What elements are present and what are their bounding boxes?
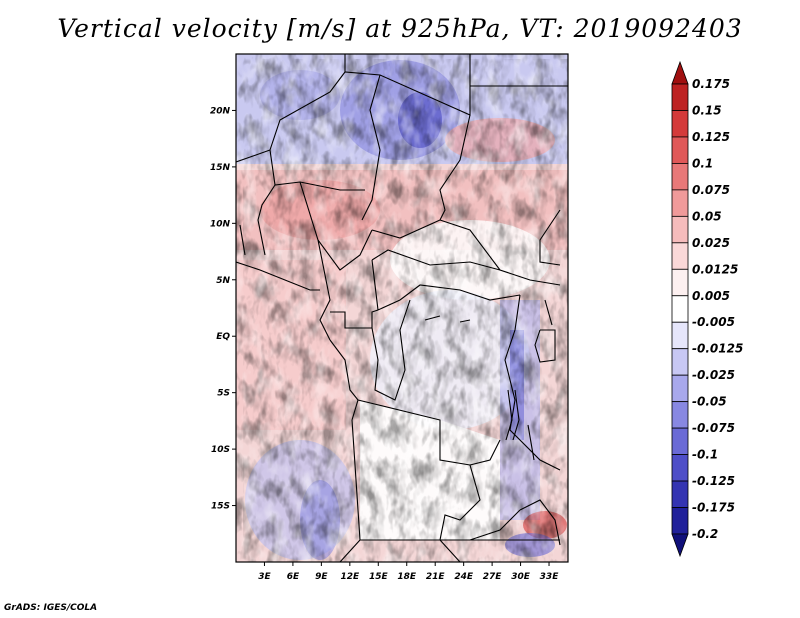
lon-tick-label: 21E	[426, 572, 446, 582]
lat-tick-label: 20N	[210, 106, 231, 116]
colorbar-label: 0.15	[692, 103, 722, 117]
colorbar-label: 0.05	[692, 209, 722, 223]
colorbar-segment	[671, 110, 689, 138]
lon-tick-label: 33E	[540, 572, 560, 582]
lon-tick-label: 15E	[369, 572, 389, 582]
lat-tick-label: 5N	[216, 276, 230, 286]
lon-tick-label: 9E	[315, 572, 328, 582]
colorbar-segment	[671, 401, 689, 429]
lon-tick-label: 30E	[511, 572, 531, 582]
colorbar-label: 0.005	[692, 289, 730, 303]
axis-ticks: 3E 6E 9E 12E 15E 18E 21E 24E 27E 30E 33E 20N 15N 10N 5…	[210, 106, 559, 582]
colorbar-segment	[671, 83, 689, 111]
colorbar-label: 0.025	[692, 236, 730, 250]
lon-tick-label: 12E	[340, 572, 360, 582]
colorbar-label: -0.125	[692, 474, 735, 488]
colorbar-label: -0.175	[692, 501, 735, 515]
colorbar-bottom-arrow	[671, 533, 689, 558]
colorbar-segment	[671, 215, 689, 244]
velocity-field	[236, 54, 568, 562]
colorbar-segment	[671, 242, 689, 270]
lat-tick-label: EQ	[216, 332, 230, 342]
lat-tick-label: 10N	[210, 219, 231, 229]
colorbar-label: -0.05	[692, 395, 727, 409]
colorbar-label: 0.1	[692, 156, 713, 170]
colorbar-label: 0.125	[692, 130, 730, 144]
colorbar-segment	[671, 189, 689, 217]
colorbar-top-arrow	[671, 60, 689, 85]
colorbar-label: -0.0125	[692, 342, 743, 356]
lat-tick-label: 10S	[211, 445, 230, 455]
colorbar-segment	[671, 268, 689, 297]
colorbar-segment	[671, 427, 689, 455]
lon-tick-label: 18E	[397, 572, 417, 582]
lon-tick-label: 3E	[258, 572, 271, 582]
colorbar-segment	[671, 321, 689, 350]
map-frame	[235, 53, 569, 563]
colorbar-label: -0.1	[692, 448, 718, 462]
lon-tick-label: 24E	[454, 572, 474, 582]
colorbar-segment	[671, 374, 689, 403]
colorbar-segment	[671, 480, 689, 508]
country-borders	[236, 54, 568, 562]
colorbar-segment	[671, 163, 689, 191]
grads-credit: GrADS: IGES/COLA	[4, 603, 98, 613]
colorbar-label: -0.075	[692, 421, 735, 435]
colorbar: 0.175 0.15 0.125 0.1 0.075 0.05 0.025 0.0125 0.0…	[671, 60, 743, 558]
lat-tick-label: 5S	[217, 389, 230, 399]
colorbar-segment	[671, 454, 689, 482]
lon-tick-label: 6E	[287, 572, 300, 582]
colorbar-label: -0.2	[692, 527, 718, 541]
map-title: Vertical velocity [m/s] at 925hPa, VT: 2…	[57, 14, 743, 43]
lat-tick-label: 15N	[210, 163, 231, 173]
colorbar-label: 0.175	[692, 77, 730, 91]
colorbar-segment	[671, 295, 689, 323]
colorbar-segment	[671, 136, 689, 164]
lon-tick-label: 27E	[483, 572, 503, 582]
colorbar-label: -0.025	[692, 368, 735, 382]
colorbar-segment	[671, 507, 689, 535]
colorbar-segment	[671, 348, 689, 376]
colorbar-label: 0.075	[692, 183, 730, 197]
lat-tick-label: 15S	[211, 502, 230, 512]
colorbar-label: 0.0125	[692, 262, 738, 276]
colorbar-label: -0.005	[692, 315, 735, 329]
